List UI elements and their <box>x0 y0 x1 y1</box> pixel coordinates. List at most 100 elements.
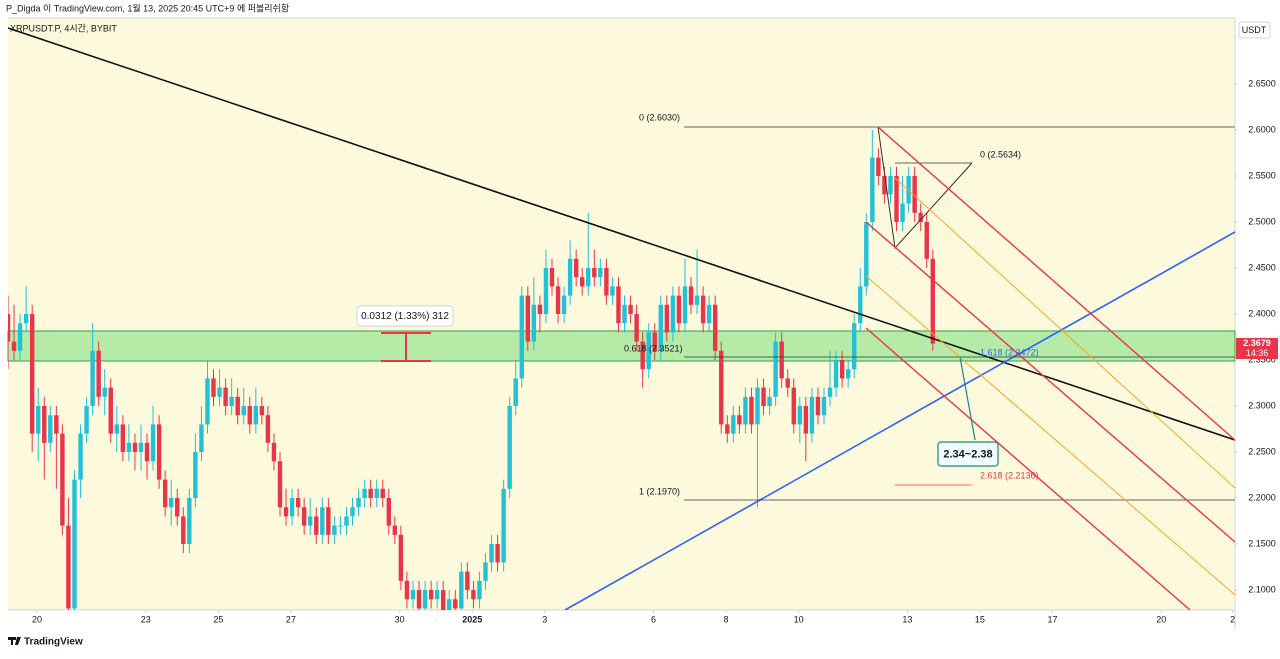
candle-body <box>580 277 585 287</box>
candle-body <box>223 387 228 407</box>
y-tick-label: 2.3000 <box>1248 400 1276 410</box>
x-tick-label: 13 <box>902 614 912 624</box>
candle-body <box>392 525 398 535</box>
x-tick-label: 20 <box>32 614 42 624</box>
y-tick-label: 2.1500 <box>1248 538 1276 548</box>
candle-body <box>90 350 95 407</box>
candle-body <box>809 396 815 434</box>
last-price-tag <box>1236 338 1278 359</box>
candle-body <box>652 332 657 351</box>
candle-body <box>634 314 639 342</box>
x-tick-label: 20 <box>1156 614 1166 624</box>
currency-label: USDT <box>1242 25 1267 35</box>
candle-body <box>598 267 603 278</box>
candle-body <box>694 295 700 305</box>
candle-body <box>519 295 524 379</box>
candle-body <box>447 599 452 610</box>
candle-body <box>761 387 766 407</box>
candle-body <box>283 507 289 517</box>
callout-pointer <box>959 356 976 441</box>
candle-body <box>622 304 627 324</box>
x-tick-label: 2025 <box>462 614 482 624</box>
candle-body <box>96 350 101 397</box>
fib-label: 0 (2.6030) <box>639 112 680 122</box>
candle-body <box>779 341 784 379</box>
candle-body <box>374 488 379 499</box>
candle-body <box>350 507 355 517</box>
candle-body <box>737 415 742 425</box>
currency-box[interactable] <box>1238 21 1271 39</box>
candle-body <box>162 479 168 508</box>
candle-body <box>525 295 531 342</box>
candle-body <box>477 580 482 600</box>
candle-body <box>543 267 549 314</box>
candle-body <box>888 175 893 195</box>
candle-body <box>833 360 839 388</box>
channel-line <box>894 177 1235 489</box>
candle-body <box>434 590 440 600</box>
y-tick-label: 2.4000 <box>1248 308 1276 318</box>
footer-brand: TradingView <box>24 637 83 648</box>
candle-body <box>465 571 470 591</box>
x-tick-label: 15 <box>975 614 985 624</box>
candle-body <box>725 424 730 434</box>
candle-body <box>646 332 651 370</box>
x-tick-label: 8 <box>724 614 729 624</box>
drawings <box>8 27 1235 610</box>
candle-body <box>827 387 833 397</box>
candle-body <box>271 442 277 462</box>
last-price: 2.3679 <box>1243 338 1271 348</box>
time-axis: 20 23 25 27 30 2025 3 6 8 10 13 15 17 20 2 <box>32 610 1235 624</box>
candle-body <box>84 406 89 434</box>
candle-body <box>537 304 543 314</box>
candle-body <box>175 498 180 517</box>
x-tick-label: 2 <box>1230 614 1235 624</box>
callout-text: 2.34~2.38 <box>943 448 992 460</box>
candle-body <box>138 442 144 453</box>
candle-body <box>815 396 821 416</box>
fib-label: 1 (2.1970) <box>639 486 680 496</box>
candle-body <box>36 406 41 434</box>
candle-body <box>706 304 712 324</box>
candle-body <box>120 424 126 453</box>
candle-body <box>229 396 234 407</box>
candle-body <box>265 415 271 443</box>
candle-body <box>712 304 718 351</box>
candle-body <box>150 424 156 462</box>
candle-body <box>785 378 790 388</box>
candle-body <box>108 387 113 434</box>
trend-line <box>564 231 1235 610</box>
candle-body <box>567 258 573 296</box>
candle-body <box>253 406 259 425</box>
candle-body <box>368 488 373 499</box>
candle-body <box>719 350 724 425</box>
candle-body <box>549 267 555 287</box>
candle-body <box>54 415 59 434</box>
measure-label: 0.0312 (1.33%) 312 <box>361 311 449 322</box>
candle-body <box>658 304 663 351</box>
candle-body <box>295 498 301 508</box>
candle-body <box>42 406 47 443</box>
candle-body <box>29 314 35 434</box>
candle-body <box>60 433 65 526</box>
candle-body <box>604 267 609 296</box>
candle-body <box>803 406 809 434</box>
candles <box>8 129 935 610</box>
x-tick-label: 25 <box>213 614 223 624</box>
channel-line <box>877 126 1235 441</box>
candle-body <box>501 488 506 563</box>
candle-body <box>156 424 162 480</box>
candle-body <box>66 525 71 609</box>
trend-line <box>8 27 1235 441</box>
fib-label: 0 (2.5634) <box>980 149 1021 159</box>
logo <box>8 637 21 645</box>
candle-body <box>17 323 23 351</box>
candle-body <box>332 525 337 535</box>
candle-body <box>193 452 198 499</box>
candle-body <box>882 175 887 195</box>
candle-body <box>386 498 391 526</box>
candle-body <box>561 295 567 314</box>
x-tick-label: 3 <box>542 614 547 624</box>
candle-body <box>864 221 869 287</box>
candle-body <box>205 378 210 425</box>
